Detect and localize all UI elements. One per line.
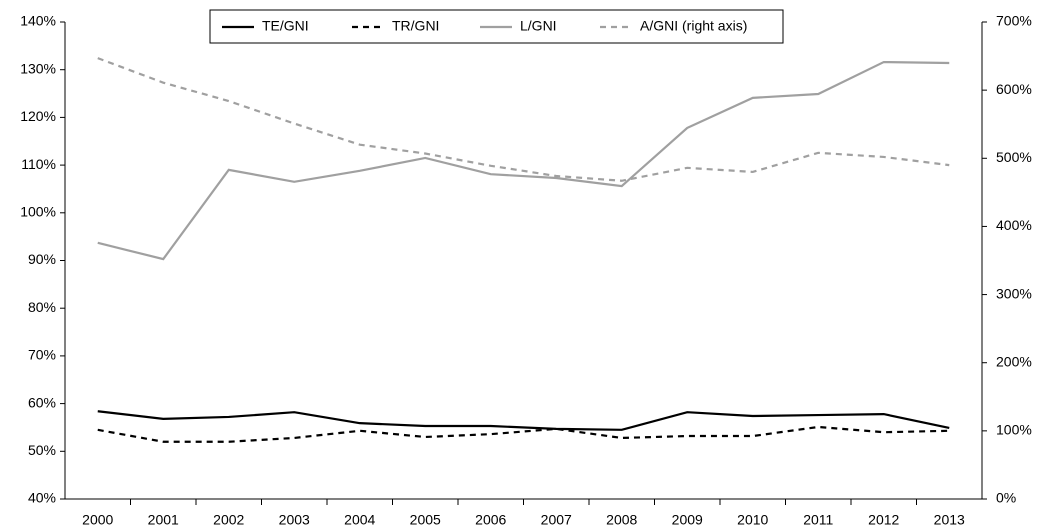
y-tick-label: 70%	[28, 347, 56, 363]
y-tick-label: 50%	[28, 442, 56, 458]
x-tick-label: 2010	[737, 512, 768, 528]
legend-label: TR/GNI	[392, 18, 439, 34]
y-tick-label: 110%	[21, 156, 56, 172]
x-tick-label: 2003	[279, 512, 310, 528]
y2-tick-label: 100%	[996, 422, 1032, 438]
x-tick-label: 2013	[934, 512, 965, 528]
x-tick-label: 2011	[803, 512, 833, 528]
y2-tick-label: 300%	[996, 285, 1032, 301]
y2-tick-label: 0%	[996, 490, 1016, 506]
legend-label: L/GNI	[520, 18, 557, 34]
y-tick-label: 80%	[28, 299, 56, 315]
x-tick-label: 2001	[148, 512, 179, 528]
x-tick-label: 2009	[672, 512, 703, 528]
y-tick-label: 100%	[20, 204, 56, 220]
y-tick-label: 140%	[20, 13, 56, 29]
y-tick-label: 130%	[20, 60, 56, 76]
series-line	[97, 425, 950, 443]
series-line	[97, 57, 950, 182]
series-line	[97, 410, 950, 431]
y2-tick-label: 500%	[996, 149, 1032, 165]
y-tick-label: 90%	[28, 251, 56, 267]
x-tick-label: 2008	[606, 512, 637, 528]
x-tick-label: 2006	[475, 512, 506, 528]
x-tick-label: 2002	[213, 512, 244, 528]
legend-label: TE/GNI	[262, 18, 309, 34]
x-tick-label: 2000	[82, 512, 113, 528]
y2-tick-label: 400%	[996, 217, 1032, 233]
x-tick-label: 2004	[344, 512, 375, 528]
y-tick-label: 40%	[28, 490, 56, 506]
y2-tick-label: 200%	[996, 353, 1032, 369]
x-tick-label: 2007	[541, 512, 572, 528]
x-tick-label: 2005	[410, 512, 441, 528]
x-tick-label: 2012	[868, 512, 899, 528]
y-tick-label: 120%	[20, 108, 56, 124]
legend-label: A/GNI (right axis)	[640, 18, 747, 34]
y-tick-label: 60%	[28, 394, 56, 410]
series-line	[97, 60, 950, 261]
y2-tick-label: 600%	[996, 81, 1032, 97]
y2-tick-label: 700%	[996, 13, 1032, 29]
